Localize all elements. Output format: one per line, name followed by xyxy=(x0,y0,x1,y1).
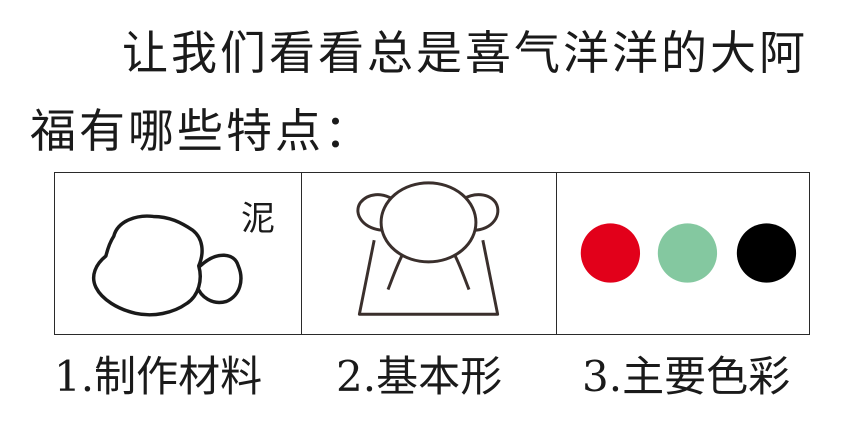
clay-lumps-icon xyxy=(91,214,243,317)
caption-shape: 2.基本形 xyxy=(336,352,503,401)
doll-outline-icon xyxy=(356,181,500,316)
panel-material: 泥 xyxy=(55,173,301,334)
caption-colors: 3.主要色彩 xyxy=(582,352,791,401)
material-label: 泥 xyxy=(241,199,275,239)
red-swatch xyxy=(580,223,641,283)
caption-material: 1.制作材料 xyxy=(54,352,263,401)
panel-shape xyxy=(301,173,556,334)
green-swatch xyxy=(657,223,718,283)
black-swatch xyxy=(736,223,797,283)
feature-panels: 泥 xyxy=(54,172,810,335)
panel-colors xyxy=(556,173,809,334)
intro-paragraph: 让我们看看总是喜气洋洋的大阿福有哪些特点： xyxy=(30,26,808,158)
